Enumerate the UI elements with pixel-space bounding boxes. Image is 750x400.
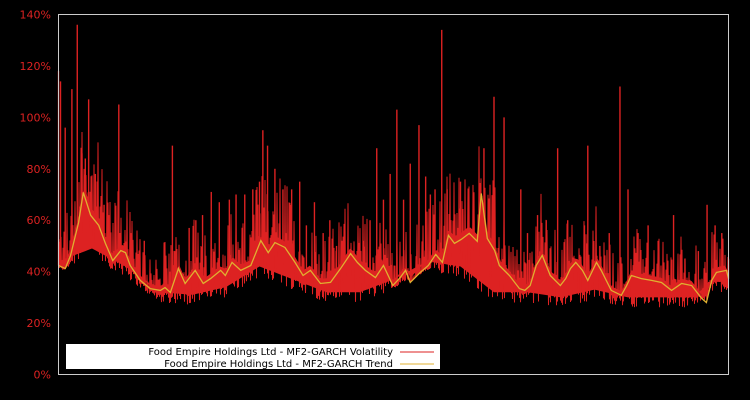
y-tick-label: 0% (34, 369, 51, 382)
trend-line (58, 192, 730, 304)
legend: Food Empire Holdings Ltd - MF2-GARCH Vol… (66, 344, 440, 370)
y-tick-label: 140% (20, 9, 51, 22)
y-tick-label: 60% (27, 214, 51, 227)
legend-label-volatility: Food Empire Holdings Ltd - MF2-GARCH Vol… (148, 347, 393, 358)
legend-box (66, 344, 440, 369)
y-axis-ticks: 0% 20% 40% 60% 80% 100% 120% 140% (20, 9, 51, 382)
volatility-line (58, 131, 729, 308)
y-tick-label: 120% (20, 60, 51, 73)
y-tick-label: 100% (20, 111, 51, 124)
plot-frame (58, 14, 729, 375)
y-tick-label: 80% (27, 163, 51, 176)
y-tick-label: 20% (27, 317, 51, 330)
y-tick-label: 40% (27, 266, 51, 279)
legend-label-trend: Food Empire Holdings Ltd - MF2-GARCH Tre… (164, 359, 393, 370)
